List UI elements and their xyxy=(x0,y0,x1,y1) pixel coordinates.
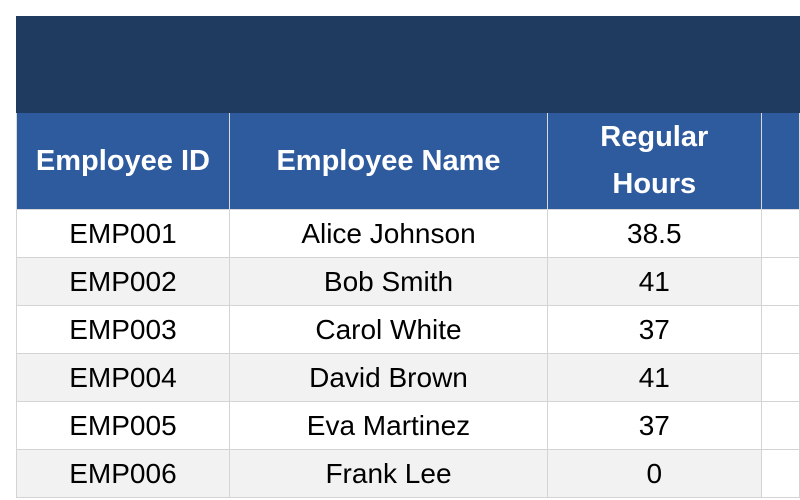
cell-employee-id[interactable]: EMP003 xyxy=(16,305,230,354)
title-banner[interactable] xyxy=(16,16,800,113)
cell-regular-hours[interactable]: 37 xyxy=(547,401,762,450)
sheet-top-margin xyxy=(0,0,800,16)
cell-employee-id[interactable]: EMP004 xyxy=(16,353,230,402)
cell-employee-name[interactable]: Alice Johnson xyxy=(228,209,549,258)
table-row: EMP002 Bob Smith 41 xyxy=(16,257,800,306)
cell-employee-id[interactable]: EMP005 xyxy=(16,401,230,450)
cell-regular-hours[interactable]: 41 xyxy=(547,353,762,402)
cell-next-column[interactable] xyxy=(760,257,800,306)
cell-employee-name[interactable]: David Brown xyxy=(228,353,549,402)
header-employee-id[interactable]: Employee ID xyxy=(16,113,230,210)
cell-employee-name[interactable]: Bob Smith xyxy=(228,257,549,306)
cell-employee-id[interactable]: EMP002 xyxy=(16,257,230,306)
cell-regular-hours[interactable]: 38.5 xyxy=(547,209,762,258)
table-row: EMP004 David Brown 41 xyxy=(16,353,800,402)
sheet-left-margin xyxy=(0,0,16,500)
cell-regular-hours[interactable]: 0 xyxy=(547,449,762,498)
cell-next-column[interactable] xyxy=(760,449,800,498)
table-row: EMP006 Frank Lee 0 xyxy=(16,449,800,498)
header-regular-hours[interactable]: Regular Hours xyxy=(547,113,762,210)
table-row: EMP005 Eva Martinez 37 xyxy=(16,401,800,450)
cell-next-column[interactable] xyxy=(760,209,800,258)
header-regular-hours-label: Regular Hours xyxy=(600,121,709,200)
cell-regular-hours[interactable]: 41 xyxy=(547,257,762,306)
table-row: EMP003 Carol White 37 xyxy=(16,305,800,354)
header-employee-name[interactable]: Employee Name xyxy=(228,113,549,210)
header-row: Employee ID Employee Name Regular Hours xyxy=(16,113,800,210)
cell-next-column[interactable] xyxy=(760,401,800,450)
cell-employee-id[interactable]: EMP001 xyxy=(16,209,230,258)
cell-regular-hours[interactable]: 37 xyxy=(547,305,762,354)
cell-employee-name[interactable]: Frank Lee xyxy=(228,449,549,498)
timesheet-table: Employee ID Employee Name Regular Hours … xyxy=(16,113,800,498)
header-next-column[interactable] xyxy=(760,113,800,210)
cell-employee-name[interactable]: Eva Martinez xyxy=(228,401,549,450)
table-row: EMP001 Alice Johnson 38.5 xyxy=(16,209,800,258)
cell-next-column[interactable] xyxy=(760,305,800,354)
cell-employee-name[interactable]: Carol White xyxy=(228,305,549,354)
cell-next-column[interactable] xyxy=(760,353,800,402)
cell-employee-id[interactable]: EMP006 xyxy=(16,449,230,498)
